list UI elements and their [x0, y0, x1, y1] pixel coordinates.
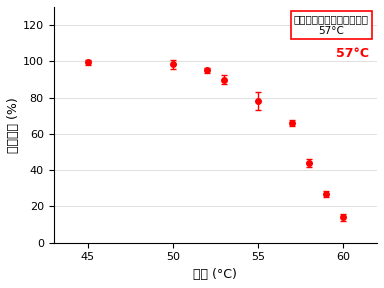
Text: 残存活性が半分になる温度
57°C: 残存活性が半分になる温度 57°C — [294, 14, 369, 36]
Text: 57°C: 57°C — [336, 47, 369, 60]
X-axis label: 温度 (°C): 温度 (°C) — [194, 268, 237, 281]
Y-axis label: 残存活性 (%): 残存活性 (%) — [7, 97, 20, 153]
